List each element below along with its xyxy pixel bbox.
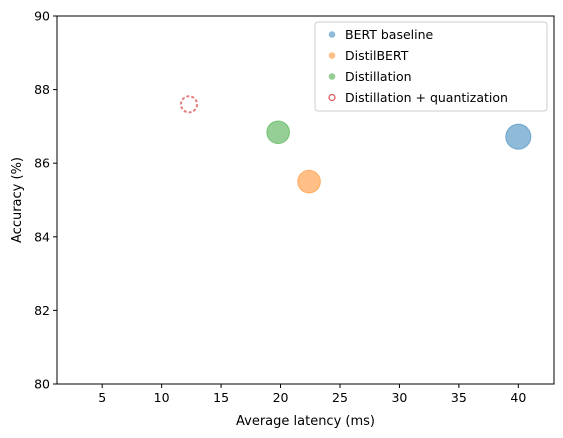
- legend-label: Distillation: [345, 69, 412, 84]
- data-points: [179, 95, 532, 194]
- legend-item-bert-baseline: BERT baseline: [328, 27, 434, 42]
- legend-item-distillation-quantization: Distillation + quantization: [328, 90, 508, 105]
- y-axis-label: Accuracy (%): [10, 157, 25, 243]
- x-tick-label: 15: [213, 390, 229, 405]
- legend-marker: [328, 52, 336, 59]
- point-distillation-quantization: [179, 95, 199, 114]
- plot-frame: [56, 15, 555, 385]
- legend-marker: [328, 31, 336, 38]
- legend-box: [314, 21, 548, 112]
- x-tick-label: 20: [273, 390, 289, 405]
- legend-marker: [328, 73, 336, 80]
- legend: BERT baseline DistilBERT Distillation Disti…: [314, 21, 548, 112]
- x-axis-ticks: 5 10 15 20 25 30 35 40: [98, 384, 526, 405]
- x-tick-label: 30: [391, 390, 407, 405]
- y-tick-label: 86: [34, 156, 50, 171]
- legend-item-distillation: Distillation: [328, 69, 412, 84]
- x-tick-label: 40: [510, 390, 526, 405]
- point-bert-baseline: [505, 123, 532, 150]
- x-axis-label: Average latency (ms): [236, 414, 375, 429]
- y-tick-label: 84: [34, 229, 50, 244]
- y-tick-label: 88: [34, 82, 50, 97]
- point-distilbert: [297, 169, 321, 194]
- legend-label: BERT baseline: [345, 27, 434, 42]
- x-tick-label: 5: [98, 390, 106, 405]
- y-tick-label: 90: [34, 9, 50, 24]
- legend-marker: [328, 93, 336, 102]
- point-distillation: [266, 120, 290, 145]
- y-axis-ticks: 80 82 84 86 88 90: [34, 9, 57, 392]
- x-tick-label: 25: [332, 390, 348, 405]
- x-tick-label: 35: [451, 390, 467, 405]
- y-tick-label: 82: [34, 303, 50, 318]
- x-tick-label: 10: [154, 390, 170, 405]
- legend-label: DistilBERT: [345, 48, 409, 63]
- legend-label: Distillation + quantization: [345, 90, 508, 105]
- legend-item-distilbert: DistilBERT: [328, 48, 409, 63]
- y-tick-label: 80: [34, 377, 50, 392]
